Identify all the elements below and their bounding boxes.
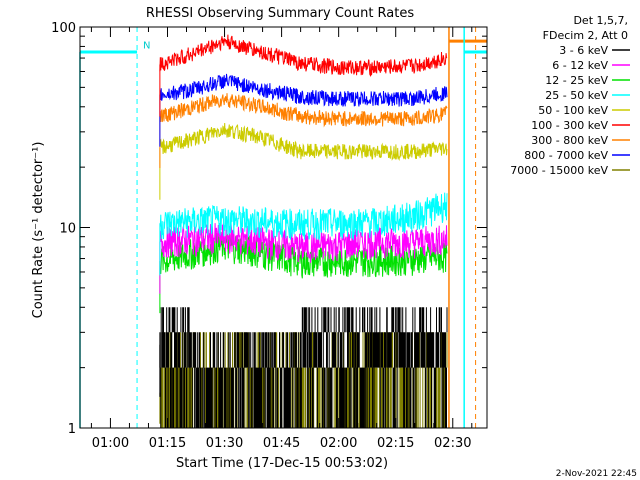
legend-label: 6 - 12 keV bbox=[552, 59, 608, 72]
series-line bbox=[159, 122, 448, 161]
x-tick-label: 01:00 bbox=[92, 436, 129, 451]
x-tick-label: 01:30 bbox=[206, 436, 243, 451]
legend-header: Det 1,5,7, bbox=[573, 14, 628, 27]
footer-date: 2-Nov-2021 22:45 bbox=[556, 469, 637, 479]
legend-label: 50 - 100 keV bbox=[538, 104, 608, 117]
series-line bbox=[159, 192, 448, 241]
legend-label: 800 - 7000 keV bbox=[524, 149, 608, 162]
series-line bbox=[159, 34, 448, 78]
x-axis-label: Start Time (17-Dec-15 00:53:02) bbox=[176, 456, 388, 471]
series-100-300-kev bbox=[159, 34, 448, 117]
legend-label: 25 - 50 keV bbox=[545, 89, 608, 102]
x-axis: 01:00 01:15 01:30 01:45 02:00 02:15 02:30 bbox=[90, 27, 473, 451]
legend-label: 3 - 6 keV bbox=[559, 44, 608, 57]
y-tick-label: 1 bbox=[68, 422, 76, 437]
x-tick-label: 01:45 bbox=[263, 436, 300, 451]
x-tick-label: 02:30 bbox=[434, 436, 471, 451]
x-tick-label: 02:15 bbox=[377, 436, 414, 451]
legend-label: 300 - 800 keV bbox=[531, 134, 608, 147]
series-line bbox=[159, 93, 448, 128]
series-line bbox=[159, 73, 448, 107]
legend-label: 100 - 300 keV bbox=[531, 119, 608, 132]
legend: Det 1,5,7, FDecim 2, Att 0 3 - 6 keV 6 - 12… bbox=[510, 14, 630, 177]
y-axis: 1 10 100 bbox=[51, 21, 487, 437]
y-tick-label: 100 bbox=[51, 21, 76, 36]
y-tick-label: 10 bbox=[59, 222, 76, 237]
series-line bbox=[159, 222, 448, 263]
series-3-6-kev bbox=[159, 307, 448, 428]
x-tick-label: 02:00 bbox=[320, 436, 357, 451]
x-tick-label: 01:15 bbox=[149, 436, 186, 451]
legend-label: 7000 - 15000 keV bbox=[510, 164, 608, 177]
plot-area: N bbox=[79, 26, 488, 429]
series-25-50-kev bbox=[159, 192, 448, 276]
chart-title: RHESSI Observing Summary Count Rates bbox=[146, 6, 415, 21]
marker-n-label: N bbox=[143, 41, 150, 52]
legend-header: FDecim 2, Att 0 bbox=[543, 29, 628, 42]
legend-label: 12 - 25 keV bbox=[545, 74, 608, 87]
y-axis-label: Count Rate (s⁻¹ detector⁻¹) bbox=[31, 142, 46, 319]
